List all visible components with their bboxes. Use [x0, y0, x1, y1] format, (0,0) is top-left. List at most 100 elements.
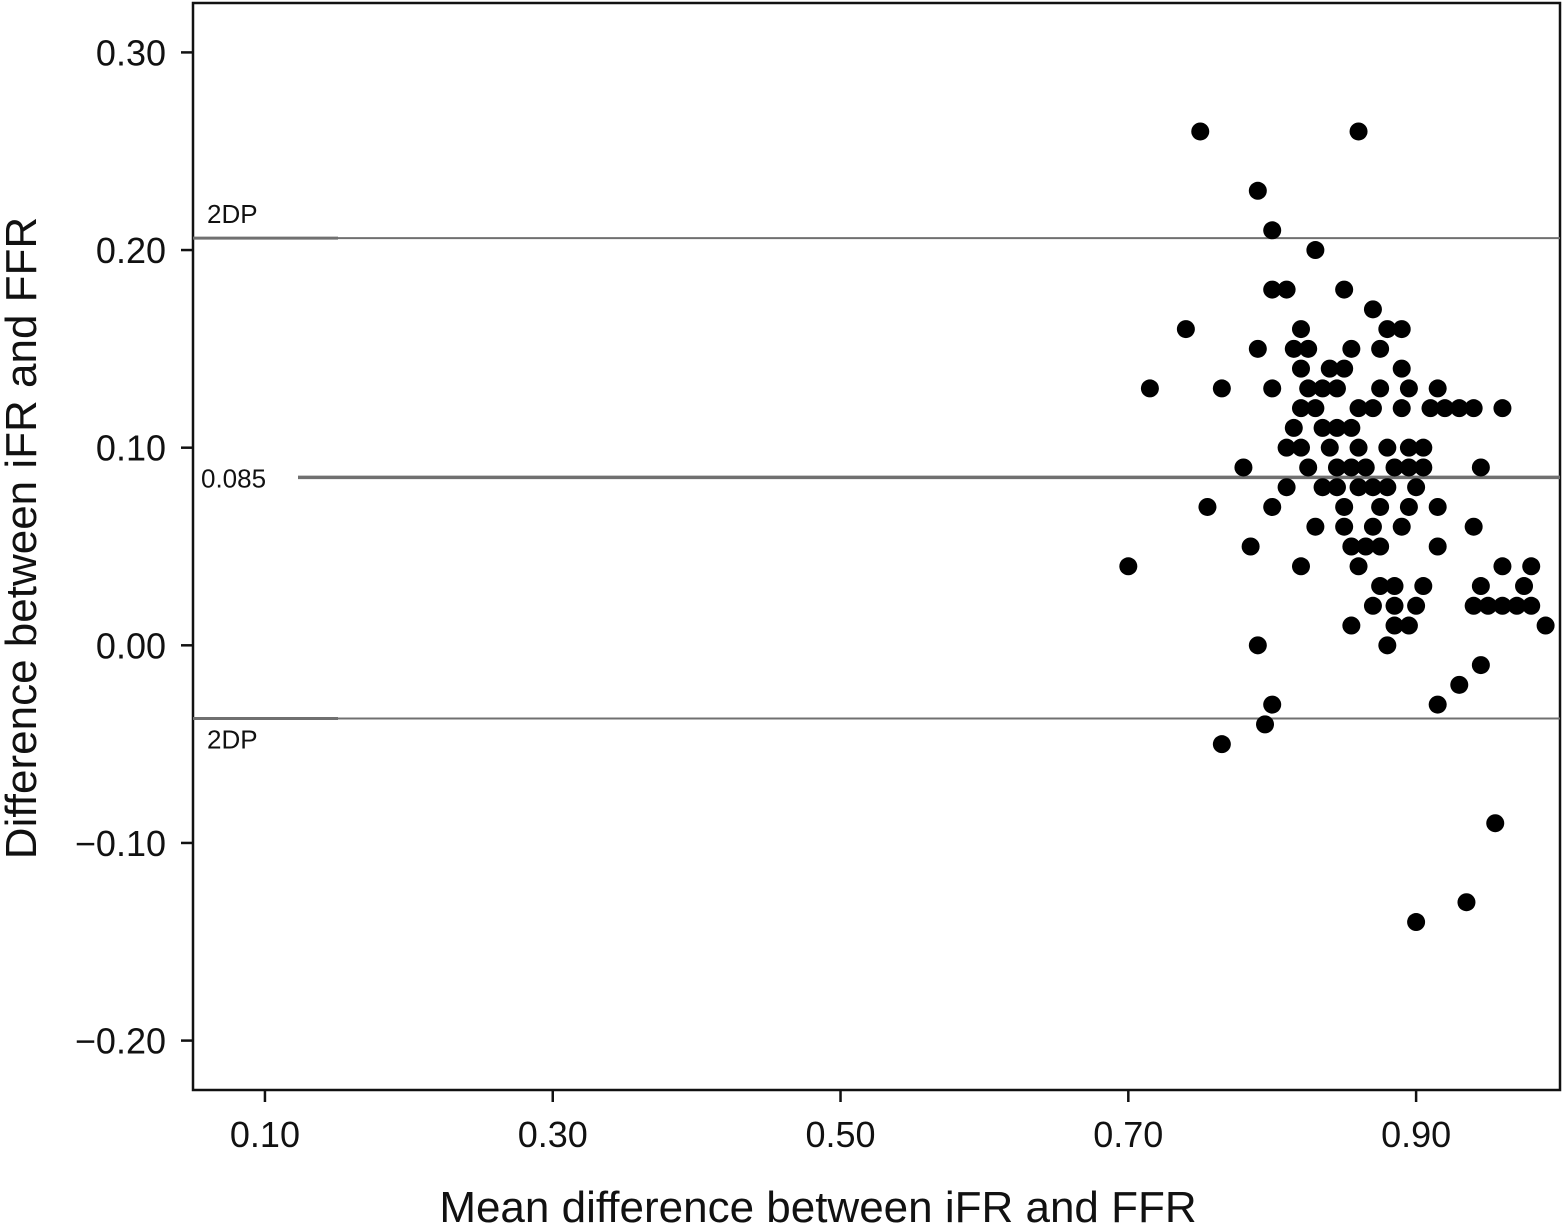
- data-point: [1471, 577, 1490, 596]
- data-point: [1212, 735, 1231, 754]
- data-point: [1363, 478, 1382, 497]
- x-tick-label: 0.50: [805, 1114, 875, 1155]
- data-point: [1342, 616, 1361, 635]
- data-point: [1349, 399, 1368, 418]
- data-point: [1363, 596, 1382, 615]
- data-point: [1407, 478, 1426, 497]
- data-point: [1399, 379, 1418, 398]
- data-point: [1349, 122, 1368, 141]
- data-point: [1428, 497, 1447, 516]
- data-point: [1335, 497, 1354, 516]
- mean-line-label: 0.085: [201, 463, 266, 493]
- data-point: [1335, 517, 1354, 536]
- data-point: [1212, 379, 1231, 398]
- data-point: [1291, 438, 1310, 457]
- data-point: [1392, 517, 1411, 536]
- data-point: [1349, 557, 1368, 576]
- data-point: [1349, 478, 1368, 497]
- data-point: [1399, 616, 1418, 635]
- data-point: [1263, 221, 1282, 240]
- data-point: [1378, 320, 1397, 339]
- data-point: [1392, 359, 1411, 378]
- data-point: [1378, 478, 1397, 497]
- upper-limit-label: 2DP: [207, 199, 258, 229]
- data-point: [1450, 399, 1469, 418]
- data-point: [1248, 181, 1267, 200]
- data-point: [1399, 497, 1418, 516]
- y-tick-label: −0.20: [75, 1021, 166, 1062]
- data-point: [1291, 359, 1310, 378]
- data-point: [1342, 418, 1361, 437]
- data-point: [1119, 557, 1138, 576]
- data-point: [1363, 300, 1382, 319]
- data-point: [1414, 458, 1433, 477]
- data-point: [1306, 517, 1325, 536]
- data-point: [1392, 320, 1411, 339]
- x-tick-label: 0.30: [518, 1114, 588, 1155]
- data-point: [1277, 280, 1296, 299]
- data-point: [1299, 339, 1318, 358]
- data-point: [1536, 616, 1555, 635]
- y-tick-label: −0.10: [75, 823, 166, 864]
- data-point: [1349, 438, 1368, 457]
- data-point: [1327, 458, 1346, 477]
- data-point: [1342, 339, 1361, 358]
- data-point: [1256, 715, 1275, 734]
- data-point: [1371, 497, 1390, 516]
- data-point: [1306, 399, 1325, 418]
- data-point: [1371, 537, 1390, 556]
- data-point: [1320, 438, 1339, 457]
- data-point: [1198, 497, 1217, 516]
- data-point: [1515, 577, 1534, 596]
- x-axis-ticks: 0.10 0.30 0.50 0.70 0.90: [230, 1090, 1451, 1155]
- data-point: [1399, 458, 1418, 477]
- data-point: [1457, 893, 1476, 912]
- data-point: [1335, 359, 1354, 378]
- data-point: [1342, 458, 1361, 477]
- data-points: [1119, 122, 1555, 932]
- data-point: [1371, 577, 1390, 596]
- data-point: [1407, 913, 1426, 932]
- data-point: [1313, 379, 1332, 398]
- data-point: [1284, 339, 1303, 358]
- data-point: [1471, 458, 1490, 477]
- data-point: [1263, 280, 1282, 299]
- data-point: [1471, 656, 1490, 675]
- data-point: [1299, 458, 1318, 477]
- y-axis-title: Difference between iFR and FFR: [0, 217, 46, 859]
- data-point: [1464, 517, 1483, 536]
- data-point: [1399, 438, 1418, 457]
- data-point: [1428, 379, 1447, 398]
- data-point: [1363, 517, 1382, 536]
- data-point: [1191, 122, 1210, 141]
- data-point: [1493, 596, 1512, 615]
- plot-frame: [191, 1, 1562, 1092]
- data-point: [1140, 379, 1159, 398]
- data-point: [1306, 241, 1325, 260]
- data-point: [1234, 458, 1253, 477]
- data-point: [1371, 339, 1390, 358]
- data-point: [1378, 636, 1397, 655]
- data-point: [1342, 537, 1361, 556]
- data-point: [1176, 320, 1195, 339]
- lower-limit-label: 2DP: [207, 724, 258, 754]
- data-point: [1320, 359, 1339, 378]
- data-point: [1385, 616, 1404, 635]
- data-point: [1248, 636, 1267, 655]
- data-point: [1263, 695, 1282, 714]
- data-point: [1385, 458, 1404, 477]
- y-tick-label: 0.30: [96, 32, 166, 73]
- data-point: [1277, 478, 1296, 497]
- data-point: [1421, 399, 1440, 418]
- x-axis-title: Mean difference between iFR and FFR: [439, 1183, 1196, 1231]
- y-tick-label: 0.20: [96, 230, 166, 271]
- data-point: [1464, 596, 1483, 615]
- data-point: [1299, 379, 1318, 398]
- data-point: [1263, 497, 1282, 516]
- data-point: [1378, 438, 1397, 457]
- data-point: [1291, 557, 1310, 576]
- y-axis-ticks: 0.30 0.20 0.10 0.00 −0.10 −0.20: [75, 32, 193, 1062]
- data-point: [1493, 399, 1512, 418]
- data-point: [1493, 557, 1512, 576]
